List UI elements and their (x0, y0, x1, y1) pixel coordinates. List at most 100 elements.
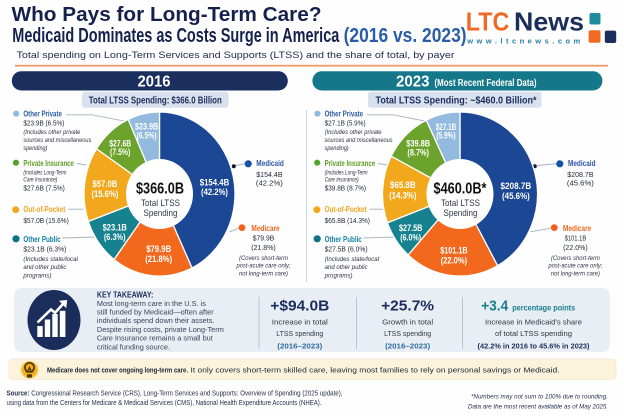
svg-text:and other public: and other public (23, 264, 67, 271)
svg-text:(45.6%): (45.6%) (567, 179, 594, 188)
svg-text:$57.0B: $57.0B (93, 179, 118, 189)
svg-text:sources and miscellaneous: sources and miscellaneous (325, 137, 394, 144)
svg-text:$366.0B: $366.0B (136, 181, 184, 198)
svg-text:Medicaid: Medicaid (256, 159, 284, 168)
svg-text:(22.0%): (22.0%) (563, 243, 588, 252)
svg-text:Data are the most recent avail: Data are the most recent available as of… (468, 403, 608, 410)
svg-text:+25.7%: +25.7% (381, 297, 434, 314)
svg-text:Other Private: Other Private (325, 110, 364, 119)
svg-text:$39.8B (8.7%): $39.8B (8.7%) (325, 183, 366, 192)
svg-text:Care Insurance remains a small: Care Insurance remains a small but (97, 334, 213, 343)
svg-text:(Most Recent Federal Data): (Most Recent Federal Data) (435, 77, 537, 89)
svg-text:(7.5%): (7.5%) (110, 147, 130, 157)
svg-text:Other Private: Other Private (23, 110, 62, 119)
svg-text:Most long-term care in the U.S: Most long-term care in the U.S. is (97, 299, 206, 308)
svg-text:post-acute care only;: post-acute care only; (548, 263, 603, 270)
svg-text:Medicare: Medicare (563, 224, 592, 233)
svg-text:sources and miscellaneous: sources and miscellaneous (23, 137, 92, 144)
svg-text:LTSS spending: LTSS spending (276, 329, 323, 338)
svg-text:2016: 2016 (138, 74, 171, 91)
svg-text:$27.6B: $27.6B (109, 139, 131, 149)
svg-text:Private Insurance: Private Insurance (23, 159, 74, 168)
svg-text:Other Public: Other Public (325, 235, 363, 244)
svg-text:$39.8B: $39.8B (406, 139, 430, 149)
svg-text:$79.9B: $79.9B (253, 234, 275, 243)
svg-text:$79.9B: $79.9B (146, 244, 171, 254)
svg-text:post-acute care only;: post-acute care only; (236, 263, 291, 270)
svg-text:(8.7%): (8.7%) (407, 148, 429, 158)
svg-text:Medicare: Medicare (251, 224, 280, 233)
svg-text:$208.7B: $208.7B (501, 181, 532, 191)
svg-text:LTSS spending: LTSS spending (384, 329, 431, 338)
svg-text:percentage points: percentage points (512, 302, 575, 312)
svg-text:Source: Congressional Research: Source: Congressional Research Service (… (7, 390, 343, 397)
svg-text:(2016–2023): (2016–2023) (277, 342, 323, 351)
svg-text:$27.1B: $27.1B (436, 122, 457, 132)
svg-text:critical funding source.: critical funding source. (97, 342, 170, 351)
svg-text:(Includes other private: (Includes other private (325, 129, 382, 136)
svg-text:Who Pays for Long-Term Care?: Who Pays for Long-Term Care? (12, 4, 322, 26)
svg-text:Medicare does not cover ongoin: Medicare does not cover ongoing long-ter… (47, 365, 188, 374)
svg-text:(Includes other private: (Includes other private (23, 129, 80, 136)
svg-text:Spending: Spending (144, 208, 178, 219)
svg-text:Despite rising costs, private: Despite rising costs, private Long-Term (97, 325, 224, 334)
svg-text:Out-of-Pocket: Out-of-Pocket (325, 205, 367, 214)
svg-text:Total LTSS Spending: $366.0 Bi: Total LTSS Spending: $366.0 Billion (89, 96, 222, 107)
svg-text:(5.9%): (5.9%) (436, 131, 455, 141)
svg-text:of total LTSS spending: of total LTSS spending (495, 329, 572, 338)
svg-text:(21.8%): (21.8%) (145, 254, 172, 264)
svg-text:$208.7B: $208.7B (567, 170, 593, 179)
svg-text:$27.6B (7.5%): $27.6B (7.5%) (23, 183, 64, 192)
svg-text:spending): spending) (325, 145, 349, 152)
svg-text:LTC: LTC (466, 6, 510, 36)
svg-text:Total LTSS Spending: ~$460.0 B: Total LTSS Spending: ~$460.0 Billion* (376, 96, 537, 107)
svg-text:$57.0B (15.6%): $57.0B (15.6%) (23, 216, 68, 225)
svg-text:and other public: and other public (325, 264, 369, 271)
svg-text:$154.4B: $154.4B (256, 170, 282, 179)
svg-text:(22.0%): (22.0%) (441, 255, 467, 265)
svg-text:(14.3%): (14.3%) (389, 190, 416, 200)
svg-text:News: News (514, 6, 584, 36)
svg-text:Care Insurance): Care Insurance) (325, 177, 359, 184)
svg-text:Total LTSS: Total LTSS (141, 198, 180, 209)
svg-text:$23.9B (6.5%): $23.9B (6.5%) (23, 119, 64, 128)
svg-text:(15.6%): (15.6%) (91, 189, 118, 199)
svg-text:(42.2%): (42.2%) (201, 187, 228, 197)
svg-text:(21.8%): (21.8%) (251, 243, 276, 252)
svg-text:Growth in total: Growth in total (382, 318, 433, 327)
svg-text:individuals spend down their a: individuals spend down their assets. (97, 316, 215, 325)
svg-text:programs): programs) (324, 272, 353, 279)
svg-text:$101.1B: $101.1B (565, 234, 587, 243)
svg-text:Total LTSS: Total LTSS (441, 198, 480, 209)
svg-text:$154.4B: $154.4B (200, 178, 230, 188)
svg-text:$23.9B: $23.9B (135, 122, 159, 132)
svg-text:$460.0B*: $460.0B* (434, 181, 488, 198)
svg-text:Out-of-Pocket: Out-of-Pocket (23, 205, 65, 214)
svg-text:using data from the Centers fo: using data from the Centers for Medicare… (7, 400, 322, 407)
svg-text:spending): spending) (23, 145, 47, 152)
svg-text:Private Insurance: Private Insurance (325, 159, 376, 168)
svg-text:(Includes state/local: (Includes state/local (325, 256, 380, 263)
svg-text:Care Insurance): Care Insurance) (23, 177, 57, 184)
svg-text:(45.6%): (45.6%) (502, 191, 530, 201)
svg-text:(Includes state/local: (Includes state/local (23, 256, 78, 263)
svg-text:*Numbers may not sum to 100% d: *Numbers may not sum to 100% due to roun… (471, 394, 608, 401)
svg-text:(Covers short-term: (Covers short-term (239, 255, 289, 262)
svg-text:(2016–2023): (2016–2023) (385, 342, 431, 351)
svg-text:Increase in Medicaid's share: Increase in Medicaid's share (485, 318, 582, 327)
svg-text:Medicaid Dominates as Costs Su: Medicaid Dominates as Costs Surge in Ame… (12, 25, 340, 47)
svg-text:Other Public: Other Public (23, 235, 61, 244)
svg-text:Medicaid: Medicaid (568, 159, 596, 168)
svg-text:(Includes Long-Term: (Includes Long-Term (325, 169, 368, 176)
svg-text:2023: 2023 (396, 74, 430, 91)
svg-text:Total spending on Long-Term Se: Total spending on Long-Term Services and… (17, 50, 455, 61)
svg-text:Spending: Spending (444, 208, 478, 219)
svg-text:www.ltcnews.com: www.ltcnews.com (466, 37, 580, 46)
svg-text:not long-term care): not long-term care) (551, 270, 600, 277)
svg-text:(6.5%): (6.5%) (137, 131, 157, 141)
svg-text:(42.2%): (42.2%) (256, 179, 283, 188)
svg-text:(6.3%): (6.3%) (104, 232, 126, 242)
svg-text:(42.2% in 2016 to 45.6% in 202: (42.2% in 2016 to 45.6% in 2023) (478, 342, 590, 351)
svg-text:+$94.0B: +$94.0B (270, 297, 329, 314)
svg-text:+3.4: +3.4 (481, 297, 509, 314)
